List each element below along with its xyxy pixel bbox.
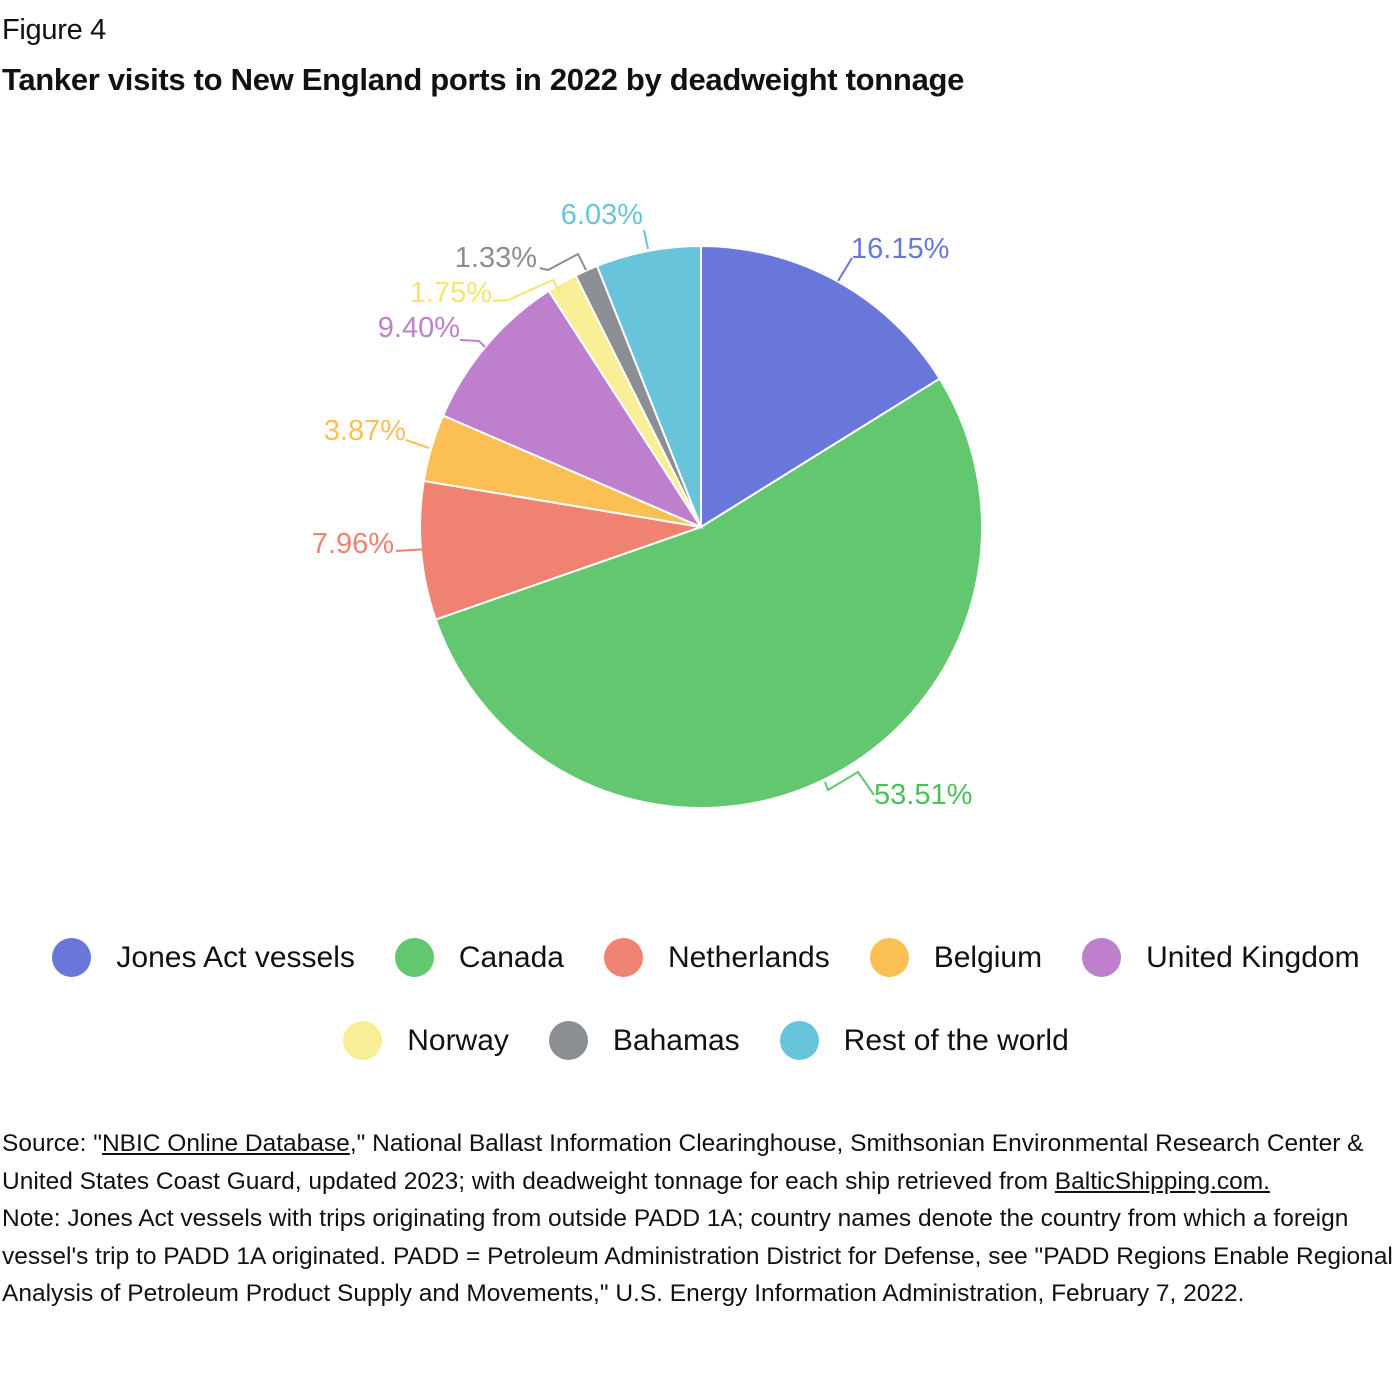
legend-swatch-icon	[779, 1021, 819, 1060]
legend-swatch-icon	[52, 938, 92, 977]
legend-item-jones-act[interactable]: Jones Act vessels	[40, 938, 355, 977]
legend-label: Bahamas	[612, 1023, 740, 1057]
legend-item-netherlands[interactable]: Netherlands	[592, 938, 830, 977]
slice-value-label: 6.03%	[561, 199, 643, 231]
notes: Source: "NBIC Online Database," National…	[2, 1125, 1398, 1313]
pie-slice-canada[interactable]	[434, 377, 983, 809]
leader-line	[824, 770, 875, 796]
legend-label: Netherlands	[667, 940, 830, 974]
pie-slice-united-kingdom[interactable]	[441, 289, 704, 530]
legend-item-norway[interactable]: Norway	[331, 1021, 509, 1060]
slice-value-label: 1.33%	[455, 242, 537, 274]
baltic-shipping-link[interactable]: BalticShipping.com.	[1054, 1167, 1270, 1195]
leader-line	[395, 548, 430, 552]
legend-swatch-icon	[343, 1021, 383, 1060]
legend-swatch-icon	[603, 938, 643, 977]
leader-line	[539, 252, 587, 272]
legend-label: Jones Act vessels	[116, 940, 355, 974]
legend-label: Rest of the world	[843, 1023, 1069, 1057]
pie-slice-rest-of-the-world[interactable]	[595, 244, 702, 528]
slice-value-label: 1.75%	[410, 277, 492, 309]
legend-label: Belgium	[933, 940, 1043, 974]
leader-line	[405, 439, 430, 449]
legend-item-united-kingdom[interactable]: United Kingdom	[1070, 938, 1360, 977]
pie-slice-jones-act-vessels[interactable]	[700, 244, 942, 529]
legend-row-1: Jones Act vessels Canada Netherlands Bel…	[0, 938, 1400, 977]
leader-line	[643, 229, 649, 250]
legend-swatch-icon	[1082, 938, 1122, 977]
slice-value-label: 3.87%	[324, 415, 406, 447]
pie-slices	[419, 244, 983, 809]
legend-item-rest-of-world[interactable]: Rest of the world	[768, 1021, 1069, 1060]
figure-label: Figure 4	[2, 14, 106, 46]
legend-label: Norway	[407, 1023, 509, 1057]
legend-swatch-icon	[869, 938, 909, 977]
slice-labels: 16.15% 53.51% 7.96% 3.87% 9.40%1.75%1.33% 6.0…	[312, 199, 973, 811]
pie-chart: 16.15% 53.51% 7.96% 3.87% 9.40%1.75%1.33% 6.0…	[312, 199, 983, 811]
leader-line	[459, 339, 486, 348]
leader-lines	[395, 229, 875, 796]
note-text: Note: Jones Act vessels with trips origi…	[2, 1205, 1393, 1308]
slice-value-label: 16.15%	[851, 233, 949, 265]
legend-swatch-icon	[548, 1021, 588, 1060]
legend-swatch-icon	[394, 938, 434, 977]
legend-label: United Kingdom	[1146, 940, 1360, 974]
legend-row-2: Norway Bahamas Rest of the world	[0, 1021, 1400, 1060]
leader-line	[837, 257, 853, 282]
chart-title: Tanker visits to New England ports in 20…	[2, 62, 965, 97]
slice-value-label: 9.40%	[378, 312, 460, 344]
legend-item-bahamas[interactable]: Bahamas	[537, 1021, 740, 1060]
nbic-database-link[interactable]: NBIC Online Database	[101, 1130, 350, 1157]
slice-value-label: 53.51%	[874, 779, 972, 811]
legend-item-canada[interactable]: Canada	[383, 938, 564, 977]
legend-item-belgium[interactable]: Belgium	[858, 938, 1042, 977]
legend-label: Canada	[458, 940, 564, 974]
slice-value-label: 7.96%	[312, 528, 394, 560]
source-text: Source: "NBIC Online Database," National…	[2, 1130, 1364, 1195]
leader-line	[492, 278, 561, 302]
